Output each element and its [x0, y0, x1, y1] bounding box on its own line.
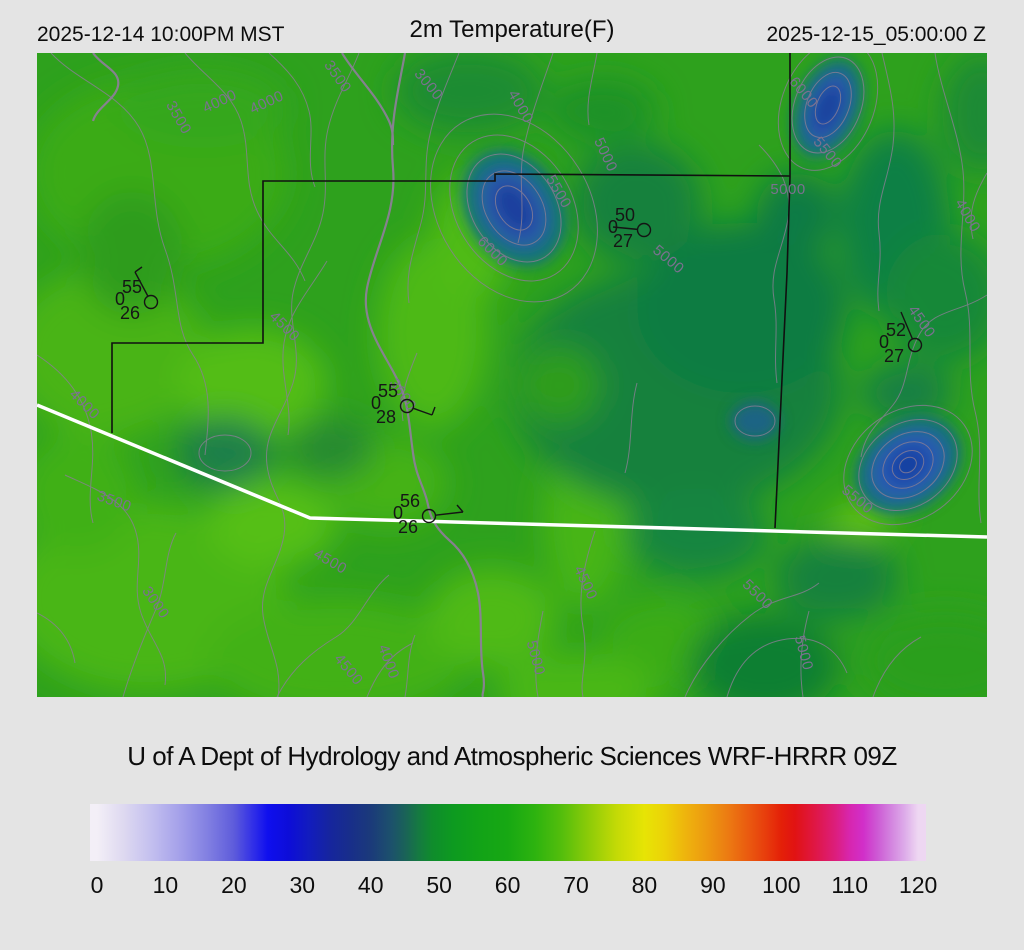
wind-barb [134, 271, 149, 297]
contour-label: 5000 [770, 181, 805, 198]
wind-barb [435, 511, 464, 516]
station-temperature: 55 [122, 277, 142, 297]
colorbar-tick-label: 10 [152, 872, 179, 898]
station-circle [399, 398, 415, 414]
station-temperature: 55 [378, 381, 398, 401]
colorbar [90, 804, 926, 861]
river-lines [91, 53, 486, 697]
county-boundary [111, 53, 791, 529]
temperature-map: 3500 4000 4000 3500 3000 4000 4000 5000 5500 6000… [37, 53, 987, 697]
credit-line: U of A Dept of Hydrology and Atmospheric… [127, 741, 897, 771]
colorbar-tick-label: 100 [762, 872, 801, 898]
station-dewpoint: 27 [884, 346, 904, 366]
elevation-contours [37, 53, 987, 697]
highway-line [37, 403, 987, 539]
station-circle [421, 508, 437, 524]
wind-barb-flick [456, 504, 464, 513]
valid-time-local: 2025-12-14 10:00PM MST [37, 23, 285, 46]
station-temperature: 52 [886, 320, 906, 340]
colorbar-tick-label: 110 [831, 872, 869, 898]
colorbar-tick-label: 60 [494, 872, 521, 898]
colorbar-tick-labels: 0 10 20 30 40 50 60 70 80 90 100 110 120 [0, 872, 1024, 902]
station-circle [907, 337, 923, 353]
wind-barb [612, 226, 638, 231]
colorbar-tick-label: 40 [357, 872, 384, 898]
station-dewpoint: 26 [120, 303, 140, 323]
station-left-value: 0 [115, 289, 125, 309]
station-left-value: 0 [393, 503, 403, 523]
station-circle [143, 294, 159, 310]
colorbar-tick-label: 120 [898, 872, 938, 898]
colorbar-tick-label: 50 [426, 872, 452, 898]
station-temperature: 56 [400, 491, 420, 511]
station-left-value: 0 [879, 332, 889, 352]
wind-barb [412, 407, 433, 416]
station-circle [636, 222, 652, 238]
wind-barb-flick [431, 406, 436, 416]
colorbar-tick-label: 80 [631, 872, 658, 898]
wind-barb-flick [134, 266, 143, 273]
colorbar-tick-label: 0 [90, 872, 104, 898]
station-temperature: 50 [615, 205, 635, 225]
colorbar-tick-label: 30 [289, 872, 316, 898]
station-dewpoint: 28 [376, 407, 396, 427]
valid-time-utc: 2025-12-15_05:00:00 Z [766, 23, 986, 46]
colorbar-tick-label: 70 [563, 872, 589, 898]
station-dewpoint: 27 [613, 231, 633, 251]
wind-barb [900, 311, 914, 340]
page-title: 2m Temperature(F) [409, 16, 615, 43]
colorbar-tick-label: 90 [700, 872, 726, 898]
colorbar-tick-label: 20 [221, 872, 247, 898]
station-left-value: 0 [371, 393, 381, 413]
station-left-value: 0 [608, 217, 618, 237]
station-dewpoint: 26 [398, 517, 418, 537]
